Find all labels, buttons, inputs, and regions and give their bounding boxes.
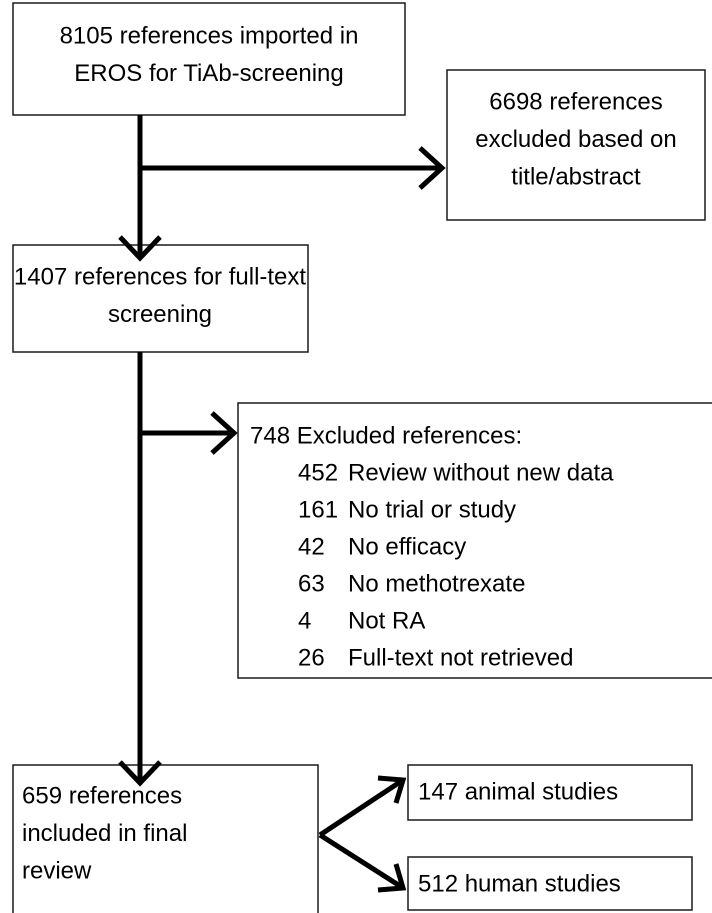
box-fulltext	[12, 244, 309, 353]
exclusion-count: 42	[298, 533, 325, 560]
arrowhead	[377, 863, 407, 893]
texts: 8105 references imported in EROS for TiAb…	[14, 22, 677, 897]
arrows	[118, 115, 446, 893]
exclusion-count: 63	[298, 570, 325, 597]
node-text: 8105 references imported in	[60, 22, 359, 49]
exclusion-count: 4	[298, 607, 311, 634]
box-human	[407, 856, 693, 911]
exclusion-heading: 748 Excluded references:	[250, 422, 522, 449]
exclusion-reason: No trial or study	[348, 496, 516, 523]
node-text: 659 references	[22, 782, 182, 809]
exclusion-count: 452	[298, 459, 338, 486]
arrowhead	[377, 775, 407, 804]
arrowhead	[118, 760, 162, 787]
node-text: EROS for TiAb-screening	[74, 60, 343, 87]
exclusion-count: 26	[298, 644, 325, 671]
box-animal	[407, 764, 693, 821]
exclusion-reason: Review without new data	[348, 459, 614, 486]
exclusion-reason: Full-text not retrieved	[348, 644, 573, 671]
node-text: 6698 references	[489, 88, 662, 115]
box-included	[12, 764, 319, 913]
arrow-human	[318, 832, 402, 889]
arrow-animal	[318, 779, 402, 838]
exclusion-count: 161	[298, 496, 338, 523]
node-text: included in final	[22, 820, 187, 847]
box-imported	[12, 2, 406, 116]
box-excluded-fulltext	[237, 402, 712, 679]
node-text: 147 animal studies	[418, 778, 618, 805]
node-text: 1407 references for full-text	[14, 263, 306, 290]
node-text: screening	[108, 301, 212, 328]
exclusion-reason: No methotrexate	[348, 570, 525, 597]
node-text: review	[22, 857, 92, 884]
arrowhead	[210, 411, 238, 455]
exclusion-reason: Not RA	[348, 607, 425, 634]
arrowhead	[418, 146, 446, 190]
node-text: excluded based on	[475, 126, 677, 153]
arrowhead	[118, 235, 162, 262]
node-text: title/abstract	[511, 163, 641, 190]
node-text: 512 human studies	[418, 870, 621, 897]
box-excluded-tiab	[446, 69, 706, 221]
exclusion-reason: No efficacy	[348, 533, 466, 560]
